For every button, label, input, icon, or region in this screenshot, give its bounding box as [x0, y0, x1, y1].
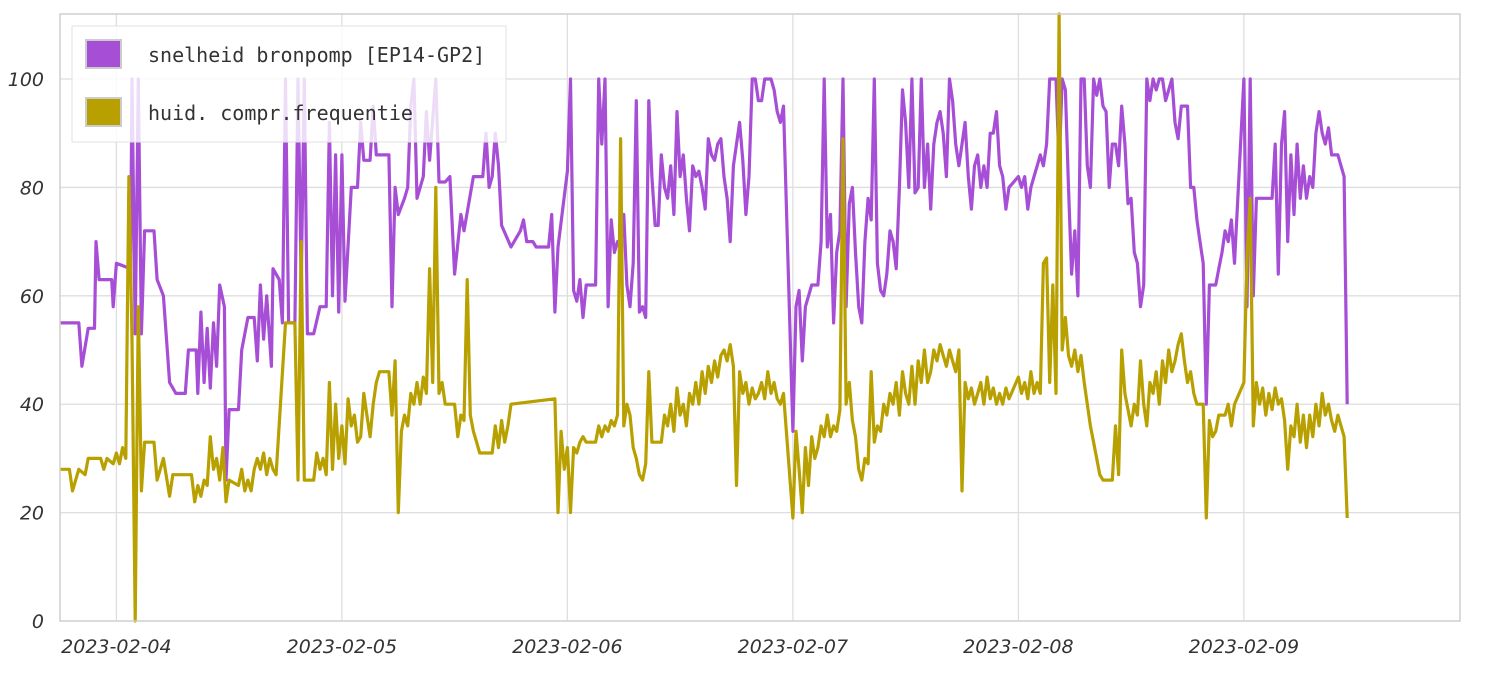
x-tick-label: 2023-02-05	[287, 636, 397, 658]
legend-swatch-bronpomp[interactable]	[85, 39, 122, 69]
y-tick-label: 40	[20, 394, 44, 416]
series-compressor	[60, 12, 1349, 623]
legend-swatch-compressor[interactable]	[85, 97, 122, 127]
y-tick-label: 60	[20, 286, 44, 308]
x-tick-label: 2023-02-06	[512, 636, 622, 658]
x-tick-label: 2023-02-09	[1189, 636, 1299, 658]
y-axis: 0 20 40 60 80 100	[8, 69, 44, 633]
series-layer	[60, 12, 1349, 623]
grid	[60, 14, 1460, 621]
legend-label-bronpomp[interactable]: snelheid bronpomp [EP14-GP2]	[148, 43, 485, 67]
x-tick-label: 2023-02-04	[61, 636, 171, 658]
y-tick-label: 0	[32, 611, 44, 633]
y-tick-label: 100	[8, 69, 44, 91]
legend-box	[71, 25, 507, 143]
x-axis: 2023-02-04 2023-02-05 2023-02-06 2023-02-07…	[61, 636, 1299, 658]
legend-label-compressor[interactable]: huid. compr.frequentie	[148, 101, 413, 125]
y-tick-label: 80	[20, 177, 44, 199]
x-tick-label: 2023-02-07	[738, 636, 848, 658]
series-bronpomp	[60, 77, 1349, 482]
legend: snelheid bronpomp [EP14-GP2] huid. compr…	[71, 25, 507, 143]
x-tick-label: 2023-02-08	[963, 636, 1073, 658]
y-tick-label: 20	[20, 503, 44, 525]
plot-border	[59, 13, 1461, 622]
